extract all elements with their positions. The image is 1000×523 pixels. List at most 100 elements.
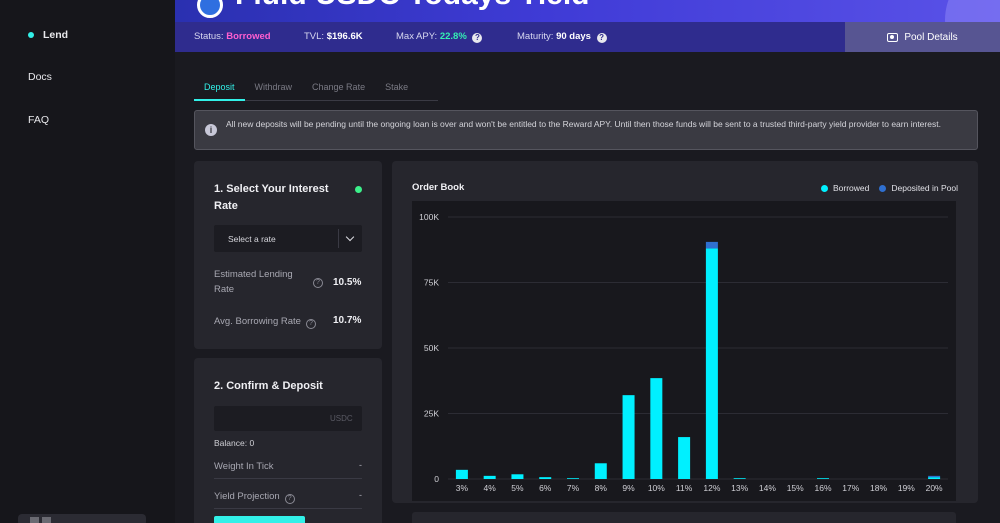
y-tick-label: 75K: [424, 278, 439, 288]
sidebar-item-label: Docs: [28, 71, 52, 83]
bar-borrowed: [817, 478, 829, 479]
weight-in-tick-label: Weight In Tick: [214, 461, 274, 472]
help-icon[interactable]: ?: [313, 278, 323, 288]
y-tick-label: 0: [434, 474, 439, 484]
avg-borrowing-rate-value: 10.7%: [333, 315, 362, 326]
deposit-button[interactable]: [214, 516, 305, 523]
x-tick-label: 15%: [787, 483, 804, 493]
chevron-down-icon: [345, 232, 355, 242]
confirm-deposit-card: 2. Confirm & Deposit USDC Balance: 0 Wei…: [194, 358, 382, 523]
order-book-card: Order Book Borrowed Deposited in Pool 0 2…: [392, 161, 978, 503]
wallet-icon: [30, 517, 39, 523]
x-tick-label: 14%: [759, 483, 776, 493]
help-icon[interactable]: ?: [284, 494, 295, 504]
x-tick-label: 19%: [898, 483, 915, 493]
sidebar: Lend Docs FAQ: [0, 0, 175, 523]
pool-hero: Fluid USDC Todays Yield: [175, 0, 1000, 22]
bar-borrowed: [567, 478, 579, 479]
status-field: Status: Borrowed: [194, 31, 271, 42]
yield-projection-value: -: [359, 490, 362, 500]
active-dot-icon: [28, 32, 34, 38]
legend-item-deposited: Deposited in Pool: [879, 183, 958, 193]
estimated-lending-rate-value: 10.5%: [333, 277, 362, 288]
select-rate-title: 1. Select Your Interest Rate: [214, 183, 329, 212]
bar-deposited: [928, 475, 941, 478]
max-apy-value: 22.8%: [439, 31, 467, 42]
weight-in-tick-value: -: [359, 460, 362, 470]
bar-borrowed: [705, 248, 718, 479]
tab-deposit[interactable]: Deposit: [194, 82, 245, 101]
usdc-logo-icon: [197, 0, 223, 18]
tab-withdraw[interactable]: Withdraw: [244, 82, 303, 101]
currency-label: USDC: [330, 414, 353, 423]
action-tabs: Deposit Withdraw Change Rate Stake: [194, 82, 419, 101]
x-tick-label: 3%: [456, 483, 469, 493]
x-tick-label: 13%: [731, 483, 748, 493]
network-icon: [42, 517, 51, 523]
tab-stake[interactable]: Stake: [375, 82, 419, 101]
notice-text: All new deposits will be pending until t…: [226, 119, 941, 129]
bar-borrowed: [622, 395, 635, 479]
help-icon[interactable]: ?: [472, 33, 483, 43]
sidebar-item-docs[interactable]: Docs: [28, 71, 52, 83]
bar-deposited: [705, 241, 718, 249]
chart-plot-area: 0 25K 50K 75K 100K 3% 4% 5% 6% 7% 8% 9% 10% 11% 12% 13%…: [412, 201, 956, 501]
bar-borrowed: [928, 477, 941, 479]
select-separator: [338, 229, 339, 248]
balance-text: Balance: 0: [214, 438, 255, 448]
bar-borrowed: [483, 475, 496, 479]
tvl-value: $196.6K: [326, 31, 363, 42]
y-tick-label: 25K: [424, 409, 439, 419]
status-dot-icon: [355, 186, 362, 193]
x-tick-label: 4%: [484, 483, 497, 493]
sidebar-item-lend[interactable]: Lend: [28, 29, 68, 41]
tvl-field: TVL: $196.6K: [304, 31, 363, 42]
x-tick-label: 12%: [703, 483, 720, 493]
amount-input[interactable]: [214, 406, 362, 431]
pending-deposit-notice: i All new deposits will be pending until…: [194, 110, 978, 150]
divider: [214, 478, 362, 479]
x-tick-label: 10%: [648, 483, 665, 493]
x-tick-label: 8%: [595, 483, 608, 493]
bar-borrowed: [455, 469, 468, 479]
x-tick-label: 17%: [842, 483, 859, 493]
x-tick-label: 7%: [567, 483, 580, 493]
bottom-panel: [412, 512, 956, 523]
x-tick-label: 9%: [622, 483, 635, 493]
maturity-field: Maturity: 90 days ?: [517, 31, 607, 43]
sidebar-item-label: Lend: [43, 29, 69, 41]
rate-select[interactable]: Select a rate: [214, 225, 362, 252]
sidebar-item-faq[interactable]: FAQ: [28, 114, 49, 126]
y-tick-label: 50K: [424, 343, 439, 353]
bar-borrowed: [678, 437, 691, 479]
hero-decoration: [945, 0, 1000, 22]
x-tick-label: 11%: [676, 483, 693, 493]
pool-details-button[interactable]: Pool Details: [845, 22, 1000, 52]
confirm-deposit-title: 2. Confirm & Deposit: [214, 380, 323, 392]
estimated-lending-rate-label: Estimated Lending Rate: [214, 269, 293, 295]
chart-title: Order Book: [412, 182, 465, 193]
tab-change-rate[interactable]: Change Rate: [302, 82, 376, 101]
x-tick-label: 6%: [539, 483, 552, 493]
bar-borrowed: [733, 478, 746, 479]
pool-title: Fluid USDC Todays Yield: [235, 0, 590, 12]
wallet-widget[interactable]: [18, 514, 146, 523]
bar-borrowed: [650, 378, 663, 479]
maturity-value: 90 days: [556, 31, 591, 42]
info-icon: i: [205, 124, 217, 136]
help-icon[interactable]: ?: [596, 33, 607, 43]
legend-item-borrowed: Borrowed: [820, 183, 869, 193]
help-icon[interactable]: ?: [305, 319, 316, 329]
bar-borrowed: [594, 463, 607, 479]
select-rate-card: 1. Select Your Interest Rate Select a ra…: [194, 161, 382, 349]
x-tick-label: 20%: [926, 483, 943, 493]
avg-borrowing-rate-label: Avg. Borrowing Rate?: [214, 314, 316, 329]
pool-status-bar: Status: Borrowed TVL: $196.6K Max APY: 2…: [175, 22, 1000, 52]
eye-icon: [887, 32, 899, 42]
legend-swatch: [820, 184, 828, 192]
max-apy-field: Max APY: 22.8% ?: [396, 31, 483, 43]
yield-projection-label: Yield Projection?: [214, 489, 295, 504]
chart-legend: Borrowed Deposited in Pool: [820, 183, 958, 193]
x-tick-label: 16%: [814, 483, 831, 493]
legend-swatch: [879, 184, 887, 192]
